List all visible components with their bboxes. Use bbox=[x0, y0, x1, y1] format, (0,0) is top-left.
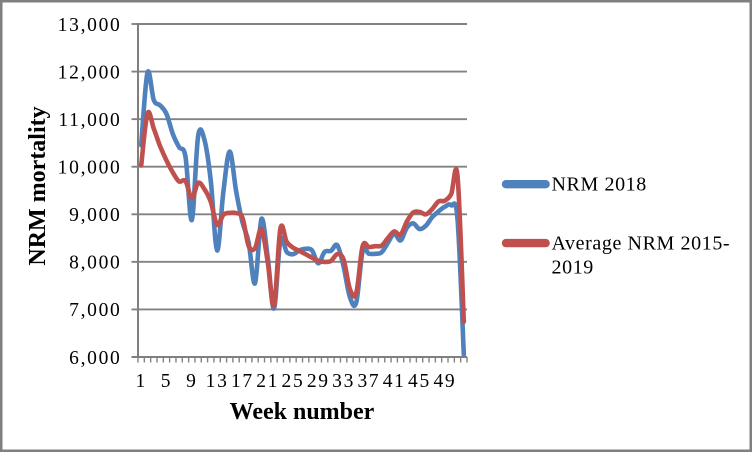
svg-text:2019: 2019 bbox=[552, 257, 594, 279]
svg-text:29: 29 bbox=[307, 371, 330, 392]
svg-text:41: 41 bbox=[383, 371, 406, 392]
svg-text:11,000: 11,000 bbox=[58, 110, 121, 131]
svg-text:13: 13 bbox=[206, 371, 229, 392]
svg-text:45: 45 bbox=[408, 371, 431, 392]
svg-text:12,000: 12,000 bbox=[58, 62, 122, 83]
svg-text:Average NRM 2015-: Average NRM 2015- bbox=[552, 233, 731, 255]
svg-text:9: 9 bbox=[186, 371, 197, 392]
svg-text:13,000: 13,000 bbox=[58, 15, 122, 36]
svg-text:7,000: 7,000 bbox=[69, 300, 121, 321]
svg-text:17: 17 bbox=[231, 371, 254, 392]
svg-text:37: 37 bbox=[357, 371, 380, 392]
svg-text:9,000: 9,000 bbox=[69, 205, 121, 226]
svg-text:33: 33 bbox=[332, 371, 355, 392]
svg-text:5: 5 bbox=[161, 371, 172, 392]
svg-text:49: 49 bbox=[433, 371, 456, 392]
svg-text:NRM mortality: NRM mortality bbox=[25, 106, 51, 265]
svg-text:25: 25 bbox=[282, 371, 305, 392]
svg-text:Week number: Week number bbox=[230, 399, 375, 425]
svg-text:8,000: 8,000 bbox=[69, 253, 121, 274]
svg-text:6,000: 6,000 bbox=[69, 348, 121, 369]
svg-text:NRM 2018: NRM 2018 bbox=[552, 174, 647, 196]
svg-text:10,000: 10,000 bbox=[58, 158, 122, 179]
svg-text:1: 1 bbox=[135, 371, 146, 392]
svg-text:21: 21 bbox=[256, 371, 279, 392]
